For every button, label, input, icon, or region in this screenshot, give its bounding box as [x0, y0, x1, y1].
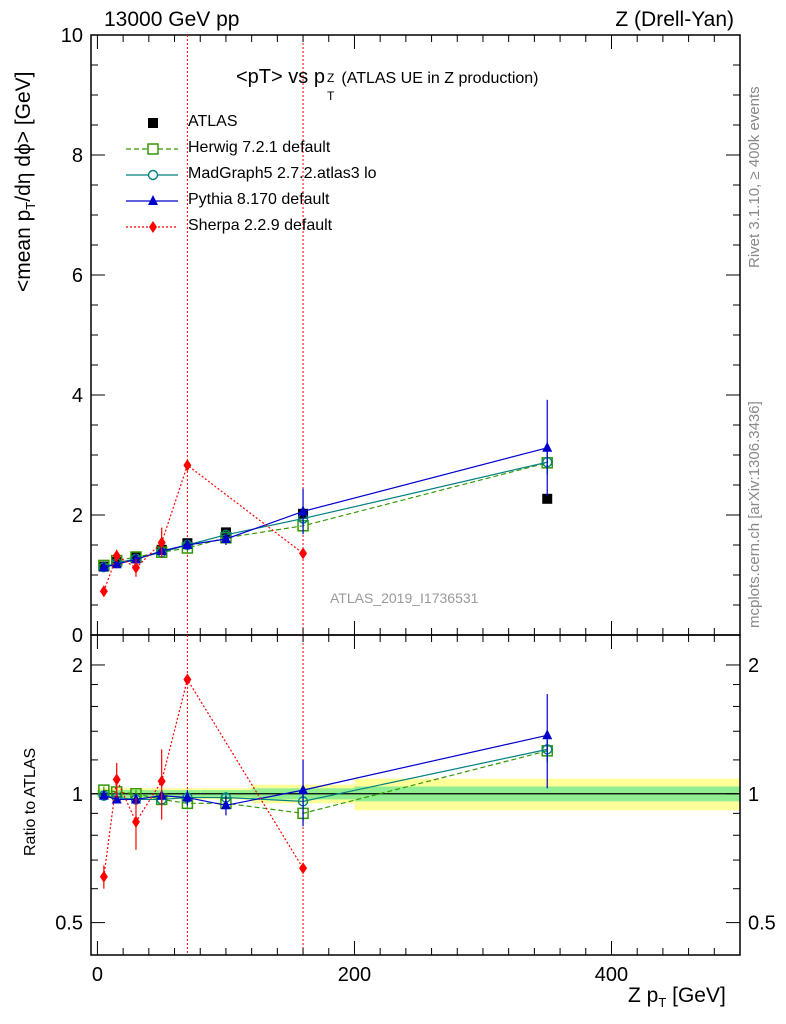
legend-label: Sherpa 2.2.9 default — [188, 217, 333, 234]
sherpa-2-2-9-default-line — [103, 464, 304, 592]
header-energy: 13000 GeV pp — [104, 8, 240, 31]
y-tick-label: 0 — [72, 625, 83, 647]
pythia-8-170-default-ratio-point — [220, 799, 231, 810]
sherpa-2-2-9-default-ratio-point — [299, 862, 308, 875]
legend-marker — [147, 143, 159, 155]
rivet-version-label: Rivet 3.1.10, ≥ 400k events — [746, 86, 763, 268]
legend-label: ATLAS — [188, 113, 238, 130]
legend-swatch — [126, 143, 178, 155]
sherpa-2-2-9-default-point — [183, 459, 192, 472]
legend-swatch — [126, 195, 178, 205]
legend-entry: ATLAS — [118, 112, 438, 134]
ratio-plot-frame — [90, 634, 741, 956]
x-tick-label: 400 — [595, 964, 628, 986]
y-tick-label: 8 — [72, 145, 83, 167]
ratio-tick-label-left: 1 — [72, 784, 83, 806]
ratio-tick-label-right: 1 — [748, 784, 759, 806]
mcplots-label: mcplots.cern.ch [arXiv:1306.3436] — [746, 401, 763, 628]
legend-swatch — [126, 169, 178, 181]
legend-label: MadGraph5 2.7.2.atlas3 lo — [188, 165, 377, 182]
pythia-8-170-default-line — [103, 447, 548, 568]
pythia-8-170-default-point — [298, 505, 309, 516]
pythia-8-170-default-ratio-point — [182, 791, 193, 802]
legend-marker — [148, 195, 158, 205]
legend-label: Pythia 8.170 default — [188, 191, 330, 208]
pythia-8-170-default-point — [98, 561, 109, 572]
legend-marker — [147, 169, 159, 181]
y-tick-label: 10 — [61, 25, 83, 47]
ratio-y-axis-label: Ratio to ATLAS — [22, 747, 39, 856]
x-tick-label: 0 — [92, 964, 103, 986]
pythia-8-170-default-ratio-line — [103, 734, 548, 806]
ratio-tick-label-left: 0.5 — [55, 913, 83, 935]
legend-label: Herwig 7.2.1 default — [188, 139, 331, 156]
ratio-tick-label-right: 0.5 — [748, 913, 776, 935]
header-process: Z (Drell-Yan) — [615, 8, 734, 31]
sherpa-2-2-9-default-ratio-point — [99, 870, 108, 883]
ratio-tick-label-right: 2 — [748, 655, 759, 677]
pythia-8-170-default-point — [182, 539, 193, 549]
pythia-8-170-default-ratio-point — [542, 729, 553, 740]
pythia-8-170-default-ratio-point — [298, 784, 309, 795]
legend-entry: MadGraph5 2.7.2.atlas3 lo — [118, 164, 438, 186]
sherpa-2-2-9-default-ratio-point — [157, 775, 166, 788]
sherpa-2-2-9-default-point — [131, 561, 140, 574]
analysis-watermark: ATLAS_2019_I1736531 — [330, 590, 479, 606]
legend-swatch — [148, 118, 158, 128]
madgraph5-2-7-2-atlas3-lo-ratio-line — [103, 748, 548, 802]
x-tick-label: 200 — [338, 964, 371, 986]
legend-marker — [149, 221, 157, 233]
sherpa-2-2-9-default-point — [112, 549, 121, 562]
atlas-data-point — [542, 493, 553, 504]
sherpa-2-2-9-default-point — [299, 547, 308, 560]
main-y-axis-label: <mean pT/dη dϕ> [GeV] — [12, 71, 39, 292]
pythia-8-170-default-point — [111, 558, 122, 569]
legend-entry: Pythia 8.170 default — [118, 190, 438, 212]
y-tick-label: 4 — [72, 385, 83, 407]
sherpa-2-2-9-default-ratio-line — [103, 677, 304, 877]
ratio-tick-label-left: 2 — [72, 655, 83, 677]
sherpa-2-2-9-default-ratio-point — [112, 773, 121, 786]
y-tick-label: 2 — [72, 505, 83, 527]
legend-entry: Sherpa 2.2.9 default — [118, 216, 438, 238]
legend-marker — [148, 118, 158, 128]
sherpa-2-2-9-default-point — [157, 536, 166, 549]
pythia-8-170-default-point — [130, 553, 141, 564]
sherpa-2-2-9-default-point — [99, 585, 108, 598]
pythia-8-170-default-point — [542, 441, 553, 452]
y-tick-label: 6 — [72, 265, 83, 287]
legend-swatch — [126, 221, 178, 233]
pythia-8-170-default-ratio-point — [98, 789, 109, 800]
pythia-8-170-default-point — [220, 533, 231, 543]
x-axis-label: Z pT [GeV] — [628, 984, 726, 1011]
sherpa-2-2-9-default-ratio-point — [131, 815, 140, 828]
legend-entry: Herwig 7.2.1 default — [118, 138, 438, 160]
sherpa-2-2-9-default-ratio-point — [183, 673, 192, 686]
herwig-7-2-1-default-ratio-line — [103, 750, 548, 814]
